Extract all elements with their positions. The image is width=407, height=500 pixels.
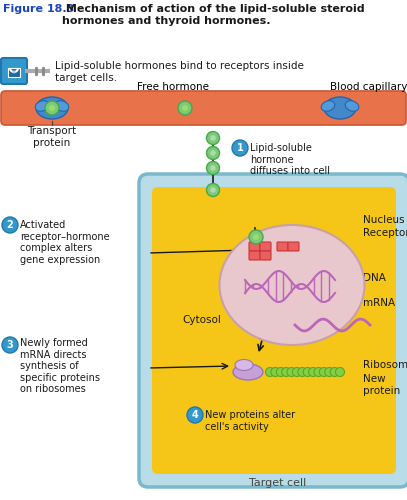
Circle shape bbox=[210, 150, 216, 156]
Circle shape bbox=[249, 230, 263, 244]
FancyBboxPatch shape bbox=[249, 242, 260, 251]
FancyBboxPatch shape bbox=[152, 187, 396, 474]
Text: New
protein: New protein bbox=[363, 374, 400, 396]
Circle shape bbox=[265, 368, 274, 376]
Circle shape bbox=[276, 368, 285, 376]
FancyBboxPatch shape bbox=[249, 251, 260, 260]
Circle shape bbox=[13, 70, 15, 74]
FancyBboxPatch shape bbox=[260, 251, 271, 260]
Ellipse shape bbox=[36, 97, 68, 119]
Text: New proteins alter
cell's activity: New proteins alter cell's activity bbox=[205, 410, 295, 432]
Circle shape bbox=[271, 368, 280, 376]
Circle shape bbox=[330, 368, 339, 376]
Text: mRNA: mRNA bbox=[363, 298, 395, 308]
Circle shape bbox=[45, 101, 59, 115]
Circle shape bbox=[49, 105, 55, 111]
Circle shape bbox=[335, 368, 344, 376]
Text: Receptor: Receptor bbox=[363, 228, 407, 238]
Ellipse shape bbox=[321, 100, 335, 112]
Ellipse shape bbox=[235, 360, 253, 370]
Ellipse shape bbox=[35, 100, 49, 112]
Text: 3: 3 bbox=[7, 340, 13, 350]
Text: Lipid-soluble
hormone
diffuses into cell: Lipid-soluble hormone diffuses into cell bbox=[250, 143, 330, 176]
Text: Blood capillary: Blood capillary bbox=[330, 82, 407, 92]
Text: Nucleus: Nucleus bbox=[363, 215, 405, 225]
Circle shape bbox=[206, 162, 219, 174]
Circle shape bbox=[206, 132, 219, 144]
FancyBboxPatch shape bbox=[8, 68, 20, 77]
Text: Free hormone: Free hormone bbox=[137, 82, 209, 92]
Circle shape bbox=[282, 368, 291, 376]
FancyBboxPatch shape bbox=[1, 91, 406, 125]
Circle shape bbox=[325, 368, 334, 376]
Circle shape bbox=[210, 135, 216, 141]
Circle shape bbox=[206, 146, 219, 160]
Text: Figure 18.3: Figure 18.3 bbox=[3, 4, 74, 14]
Circle shape bbox=[178, 101, 192, 115]
Text: Lipid-soluble hormones bind to receptors inside
target cells.: Lipid-soluble hormones bind to receptors… bbox=[55, 61, 304, 82]
Circle shape bbox=[210, 187, 216, 193]
Text: Transport
protein: Transport protein bbox=[27, 126, 77, 148]
Text: 4: 4 bbox=[192, 410, 198, 420]
Circle shape bbox=[298, 368, 307, 376]
Circle shape bbox=[287, 368, 296, 376]
Text: Activated
receptor–hormone
complex alters
gene expression: Activated receptor–hormone complex alter… bbox=[20, 220, 109, 265]
FancyBboxPatch shape bbox=[260, 242, 271, 251]
Ellipse shape bbox=[324, 97, 356, 119]
Circle shape bbox=[303, 368, 312, 376]
Text: Newly formed
mRNA directs
synthesis of
specific proteins
on ribosomes: Newly formed mRNA directs synthesis of s… bbox=[20, 338, 100, 394]
Circle shape bbox=[232, 140, 248, 156]
Circle shape bbox=[2, 337, 18, 353]
Ellipse shape bbox=[219, 225, 365, 345]
FancyBboxPatch shape bbox=[277, 242, 288, 251]
Text: DNA: DNA bbox=[363, 273, 386, 283]
Circle shape bbox=[314, 368, 323, 376]
Circle shape bbox=[309, 368, 317, 376]
Circle shape bbox=[187, 407, 203, 423]
Circle shape bbox=[253, 234, 259, 240]
Ellipse shape bbox=[55, 100, 69, 112]
Text: Target cell: Target cell bbox=[249, 478, 306, 488]
Ellipse shape bbox=[233, 364, 263, 380]
Text: 1: 1 bbox=[236, 143, 243, 153]
Text: Mechanism of action of the lipid-soluble steroid
hormones and thyroid hormones.: Mechanism of action of the lipid-soluble… bbox=[62, 4, 365, 26]
FancyBboxPatch shape bbox=[1, 58, 27, 84]
FancyBboxPatch shape bbox=[139, 174, 407, 487]
Circle shape bbox=[292, 368, 302, 376]
Text: Cytosol: Cytosol bbox=[182, 315, 221, 325]
Text: Ribosome: Ribosome bbox=[363, 360, 407, 370]
Circle shape bbox=[2, 217, 18, 233]
Circle shape bbox=[319, 368, 328, 376]
FancyBboxPatch shape bbox=[288, 242, 299, 251]
Ellipse shape bbox=[345, 100, 359, 112]
Circle shape bbox=[206, 184, 219, 196]
Text: 2: 2 bbox=[7, 220, 13, 230]
Circle shape bbox=[182, 105, 188, 111]
Circle shape bbox=[210, 165, 216, 171]
